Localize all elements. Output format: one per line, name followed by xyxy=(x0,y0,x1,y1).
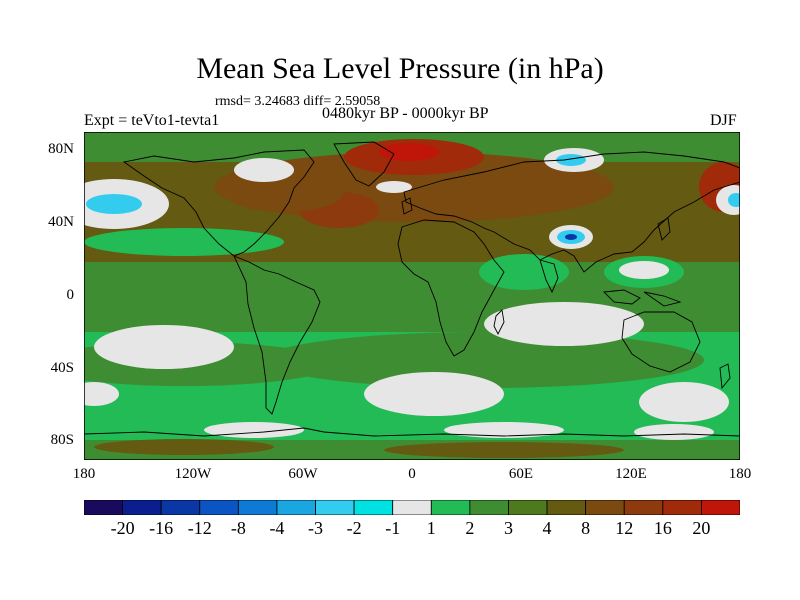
colorbar-label: 1 xyxy=(426,518,436,538)
lat-label-80n: 80N xyxy=(48,141,74,157)
colorbar-label: 3 xyxy=(503,518,513,538)
field-so-white-2 xyxy=(444,422,564,438)
field-east-pacific-green xyxy=(84,228,284,256)
colorbar-swatch xyxy=(508,500,548,515)
colorbar-swatch xyxy=(469,500,509,515)
lon-label-0: 0 xyxy=(408,466,416,482)
field-south-olive-band xyxy=(264,332,704,388)
field-east-edge-cyan xyxy=(728,193,740,207)
experiment-label: Expt = teVto1-tevta1 xyxy=(84,112,220,129)
colorbar-label: -20 xyxy=(110,518,135,538)
colorbar-swatch xyxy=(122,500,162,515)
colorbar-swatch xyxy=(392,500,432,515)
field-south-west-white xyxy=(84,382,119,406)
colorbar-label: -1 xyxy=(385,518,401,538)
colorbar-swatch xyxy=(276,500,316,515)
lon-label-120e: 120E xyxy=(615,466,647,482)
colorbar-label: 2 xyxy=(465,518,475,538)
colorbar-label: 16 xyxy=(653,518,672,538)
field-arctic-peak xyxy=(379,143,439,161)
lon-label-180e: 180 xyxy=(728,466,752,482)
colorbar-label: 20 xyxy=(692,518,711,538)
pressure-anomaly-map xyxy=(84,132,740,460)
field-west-pacific-cyan xyxy=(86,194,142,214)
lat-label-0: 0 xyxy=(66,287,75,303)
lat-label-40s: 40S xyxy=(50,360,74,376)
colorbar-label: -3 xyxy=(308,518,324,538)
field-south-pacific-white xyxy=(94,325,234,369)
colorbar-swatch xyxy=(160,500,201,515)
field-antarctica-brown xyxy=(94,439,274,455)
field-america-brown xyxy=(224,172,344,212)
colorbar-swatch xyxy=(199,500,239,515)
colorbar xyxy=(84,500,740,515)
field-siberia-blue xyxy=(556,154,586,166)
colorbar-swatch xyxy=(353,500,394,515)
colorbar-label: 8 xyxy=(581,518,591,538)
field-iceland-light xyxy=(376,181,412,193)
lat-label-40n: 40N xyxy=(48,214,74,230)
lat-label-80s: 80S xyxy=(50,432,74,448)
lon-label-60w: 60W xyxy=(288,466,318,482)
field-south-east-white xyxy=(639,382,729,422)
field-canada-light xyxy=(234,158,294,182)
colorbar-swatch xyxy=(430,500,471,515)
colorbar-swatch xyxy=(315,500,355,515)
colorbar-swatch xyxy=(662,500,702,515)
field-west-pacific-white xyxy=(619,261,669,279)
colorbar-swatch xyxy=(701,500,740,515)
colorbar-label: -8 xyxy=(230,518,246,538)
field-tibet-blue xyxy=(565,234,577,240)
field-so-white-1 xyxy=(204,422,304,438)
field-so-white-3 xyxy=(634,424,714,440)
lon-label-180w: 180 xyxy=(72,466,96,482)
coastlines xyxy=(84,141,740,437)
season-label: DJF xyxy=(710,112,737,129)
colorbar-swatch xyxy=(84,500,123,515)
field-antarctica-brown-2 xyxy=(384,442,624,458)
field-south-atlantic-white xyxy=(364,372,504,416)
colorbar-label: -12 xyxy=(187,518,212,538)
lon-label-60e: 60E xyxy=(508,466,534,482)
colorbar-swatch xyxy=(623,500,664,515)
colorbar-label: -2 xyxy=(346,518,362,538)
rmsd-diff-stats: rmsd= 3.24683 diff= 2.59058 xyxy=(215,94,381,109)
colorbar-label: 4 xyxy=(542,518,552,538)
plot-title: Mean Sea Level Pressure (in hPa) xyxy=(196,52,604,85)
colorbar-label: -16 xyxy=(149,518,174,538)
field-indian-white xyxy=(484,302,644,346)
colorbar-swatch xyxy=(237,500,278,515)
colorbar-swatch xyxy=(546,500,587,515)
colorbar-label: -4 xyxy=(269,518,285,538)
period-label: 0480kyr BP - 0000kyr BP xyxy=(322,105,489,122)
colorbar-swatch xyxy=(585,500,625,515)
colorbar-label: 12 xyxy=(615,518,634,538)
lon-label-120w: 120W xyxy=(174,466,212,482)
